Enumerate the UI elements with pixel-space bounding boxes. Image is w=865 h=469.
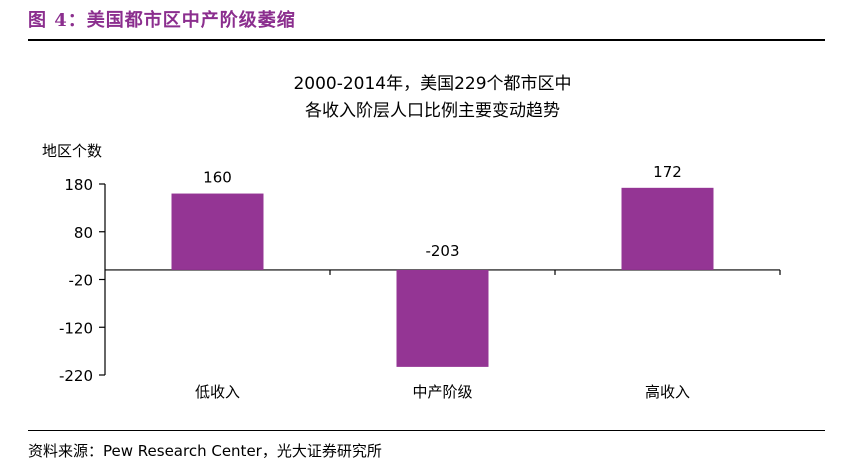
chart-title-line-2: 各收入阶层人口比例主要变动趋势 xyxy=(305,101,560,121)
top-rule xyxy=(28,39,825,41)
y-tick-label: -220 xyxy=(59,367,93,385)
bottom-rule xyxy=(28,430,825,431)
y-tick-label: 180 xyxy=(64,176,93,194)
y-tick-label: -120 xyxy=(59,319,93,337)
bar xyxy=(171,193,264,270)
y-axis-label: 地区个数 xyxy=(42,142,102,160)
bar xyxy=(621,187,714,270)
figure-title: 图 4：美国都市区中产阶级萎缩 xyxy=(28,10,296,31)
data-label: 172 xyxy=(653,163,682,181)
x-tick-label: 中产阶级 xyxy=(412,383,472,401)
x-tick-label: 低收入 xyxy=(195,383,240,401)
x-tick-label: 高收入 xyxy=(645,383,690,401)
data-label: -203 xyxy=(425,242,459,260)
chart-title-line-1: 2000-2014年，美国229个都市区中 xyxy=(293,74,572,94)
data-label: 160 xyxy=(203,169,232,187)
source-note: 资料来源：Pew Research Center，光大证券研究所 xyxy=(28,442,382,460)
y-tick-label: 80 xyxy=(74,224,93,242)
y-tick-label: -20 xyxy=(69,272,94,290)
bar xyxy=(396,269,489,367)
